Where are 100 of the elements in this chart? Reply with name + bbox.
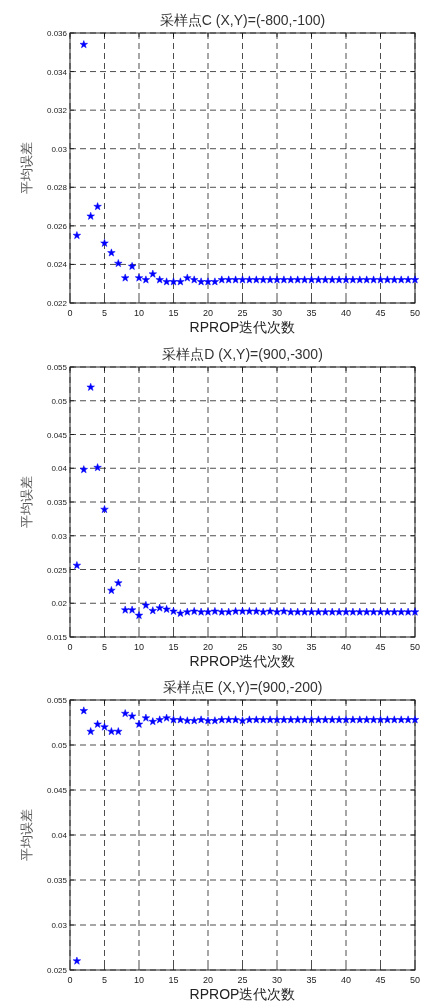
point (348, 607, 357, 616)
point (128, 262, 137, 270)
point (404, 715, 413, 724)
y-tick-label: 0.035 (46, 876, 68, 885)
point (162, 277, 171, 286)
point (259, 607, 268, 616)
point (272, 275, 282, 284)
point (231, 715, 240, 724)
point (410, 275, 420, 284)
point (210, 607, 219, 615)
point (197, 607, 206, 616)
x-tick-label: 25 (237, 308, 248, 318)
point (176, 609, 185, 617)
y-axis-title: 平均误差 (19, 476, 34, 528)
point (383, 715, 392, 724)
y-tick-label: 0.055 (46, 363, 68, 372)
point (293, 715, 302, 724)
point (190, 275, 199, 284)
x-tick-label: 10 (133, 642, 145, 652)
y-tick-label: 0.036 (46, 29, 68, 38)
point (252, 275, 261, 284)
x-tick-label: 15 (168, 308, 179, 318)
point (307, 275, 316, 284)
point (176, 277, 185, 286)
x-tick-label: 20 (202, 308, 214, 318)
x-tick-label: 0 (67, 642, 73, 652)
point (259, 275, 268, 284)
point (86, 211, 95, 220)
point (197, 277, 206, 286)
point (300, 715, 309, 724)
x-tick-label: 20 (202, 975, 214, 985)
point (245, 715, 254, 724)
y-tick-label: 0.045 (46, 786, 68, 795)
point (404, 607, 413, 616)
point (224, 275, 233, 284)
point (376, 607, 385, 616)
point (397, 275, 406, 284)
y-tick-label: 0.05 (51, 741, 68, 750)
point (286, 715, 295, 724)
x-tick-label: 45 (375, 308, 386, 318)
y-tick-label: 0.045 (46, 430, 68, 440)
point (148, 606, 157, 615)
point (121, 709, 130, 717)
x-tick-label: 10 (133, 975, 145, 985)
y-tick-label: 0.022 (46, 299, 68, 308)
point (300, 607, 309, 616)
point (307, 607, 316, 616)
point (79, 40, 88, 49)
x-tick-label: 25 (237, 975, 248, 985)
x-tick-label: 0 (67, 975, 73, 985)
y-tick-label: 0.055 (46, 696, 68, 705)
point (93, 463, 102, 472)
point (238, 716, 247, 725)
y-tick-label: 0.03 (51, 531, 68, 541)
point (321, 275, 330, 284)
point (121, 605, 130, 614)
point (341, 275, 351, 284)
y-axis-title: 平均误差 (19, 142, 34, 194)
point (169, 607, 178, 615)
point (176, 715, 185, 724)
y-tick-label: 0.032 (46, 106, 68, 116)
point (141, 713, 150, 722)
point (376, 715, 385, 724)
point (231, 275, 240, 284)
point (203, 277, 213, 286)
x-tick-label: 30 (271, 642, 283, 652)
point (341, 607, 351, 616)
point (355, 275, 364, 284)
point (245, 275, 254, 284)
x-tick-label: 50 (409, 308, 421, 318)
point (355, 607, 364, 616)
point (183, 607, 192, 616)
point (272, 607, 282, 616)
point (79, 706, 88, 715)
x-tick-label: 5 (101, 308, 108, 318)
x-tick-label: 30 (271, 308, 283, 318)
point (210, 716, 219, 725)
point (134, 611, 144, 619)
y-tick-label: 0.03 (51, 144, 68, 154)
point (128, 711, 137, 720)
point (155, 275, 164, 284)
point (231, 607, 240, 615)
point (397, 715, 406, 724)
y-tick-label: 0.015 (46, 633, 68, 642)
point (197, 715, 206, 724)
point (335, 275, 344, 284)
point (107, 727, 116, 735)
x-tick-label: 5 (101, 975, 108, 985)
y-tick-label: 0.024 (46, 260, 68, 270)
y-tick-label: 0.035 (46, 498, 68, 507)
chart-title: 采样点D (X,Y)=(900,-300) (162, 346, 323, 362)
point (314, 715, 323, 724)
point (203, 716, 213, 725)
point (293, 607, 302, 616)
y-tick-label: 0.02 (51, 599, 68, 609)
point (155, 715, 164, 724)
point (314, 275, 323, 284)
point (141, 275, 150, 284)
point (72, 956, 81, 965)
y-tick-label: 0.034 (46, 67, 68, 77)
